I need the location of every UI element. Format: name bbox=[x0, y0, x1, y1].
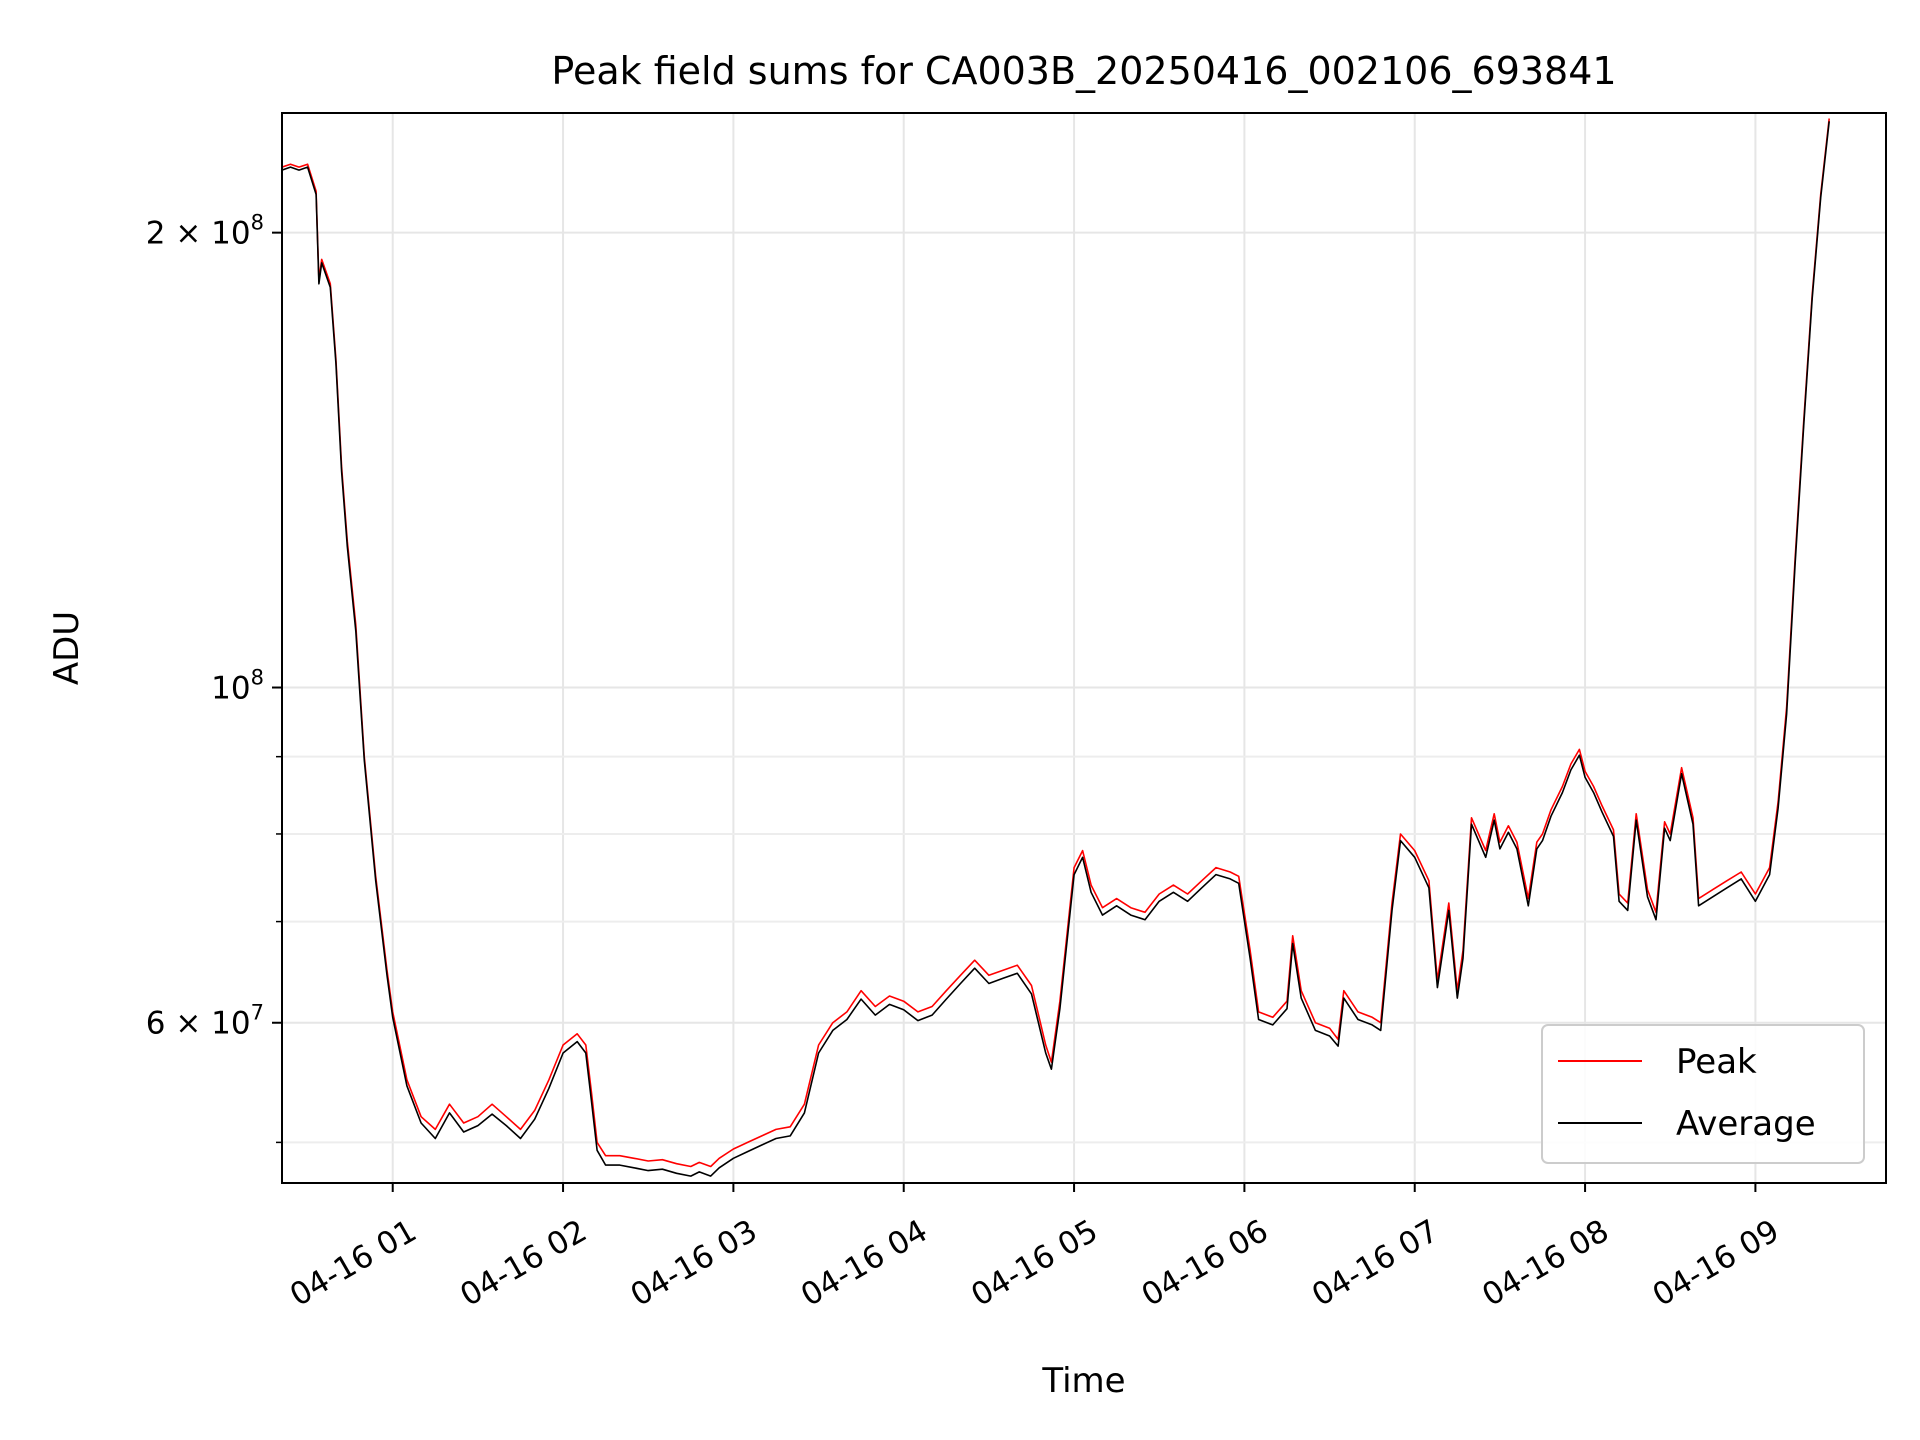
x-axis-label: Time bbox=[1041, 1361, 1125, 1401]
legend-label-average: Average bbox=[1676, 1104, 1816, 1144]
plot-frame bbox=[281, 112, 1887, 1184]
y-axis-label: ADU bbox=[47, 611, 87, 685]
legend-label-peak: Peak bbox=[1676, 1042, 1757, 1082]
legend-box bbox=[1541, 1024, 1865, 1164]
y-tick-label: 108 bbox=[211, 666, 264, 707]
series-line-average bbox=[282, 121, 1830, 1177]
grid bbox=[282, 113, 1886, 1183]
series-line-peak bbox=[282, 118, 1830, 1168]
chart-title: Peak field sums for CA003B_20250416_0021… bbox=[551, 49, 1616, 93]
y-tick-label: 6 × 107 bbox=[146, 1001, 264, 1042]
series-layer bbox=[282, 118, 1830, 1177]
y-tick-label: 2 × 108 bbox=[146, 211, 264, 252]
legend: Peak Average bbox=[1541, 1024, 1865, 1164]
y-axis: 6 × 107 108 2 × 108 bbox=[146, 211, 282, 1144]
